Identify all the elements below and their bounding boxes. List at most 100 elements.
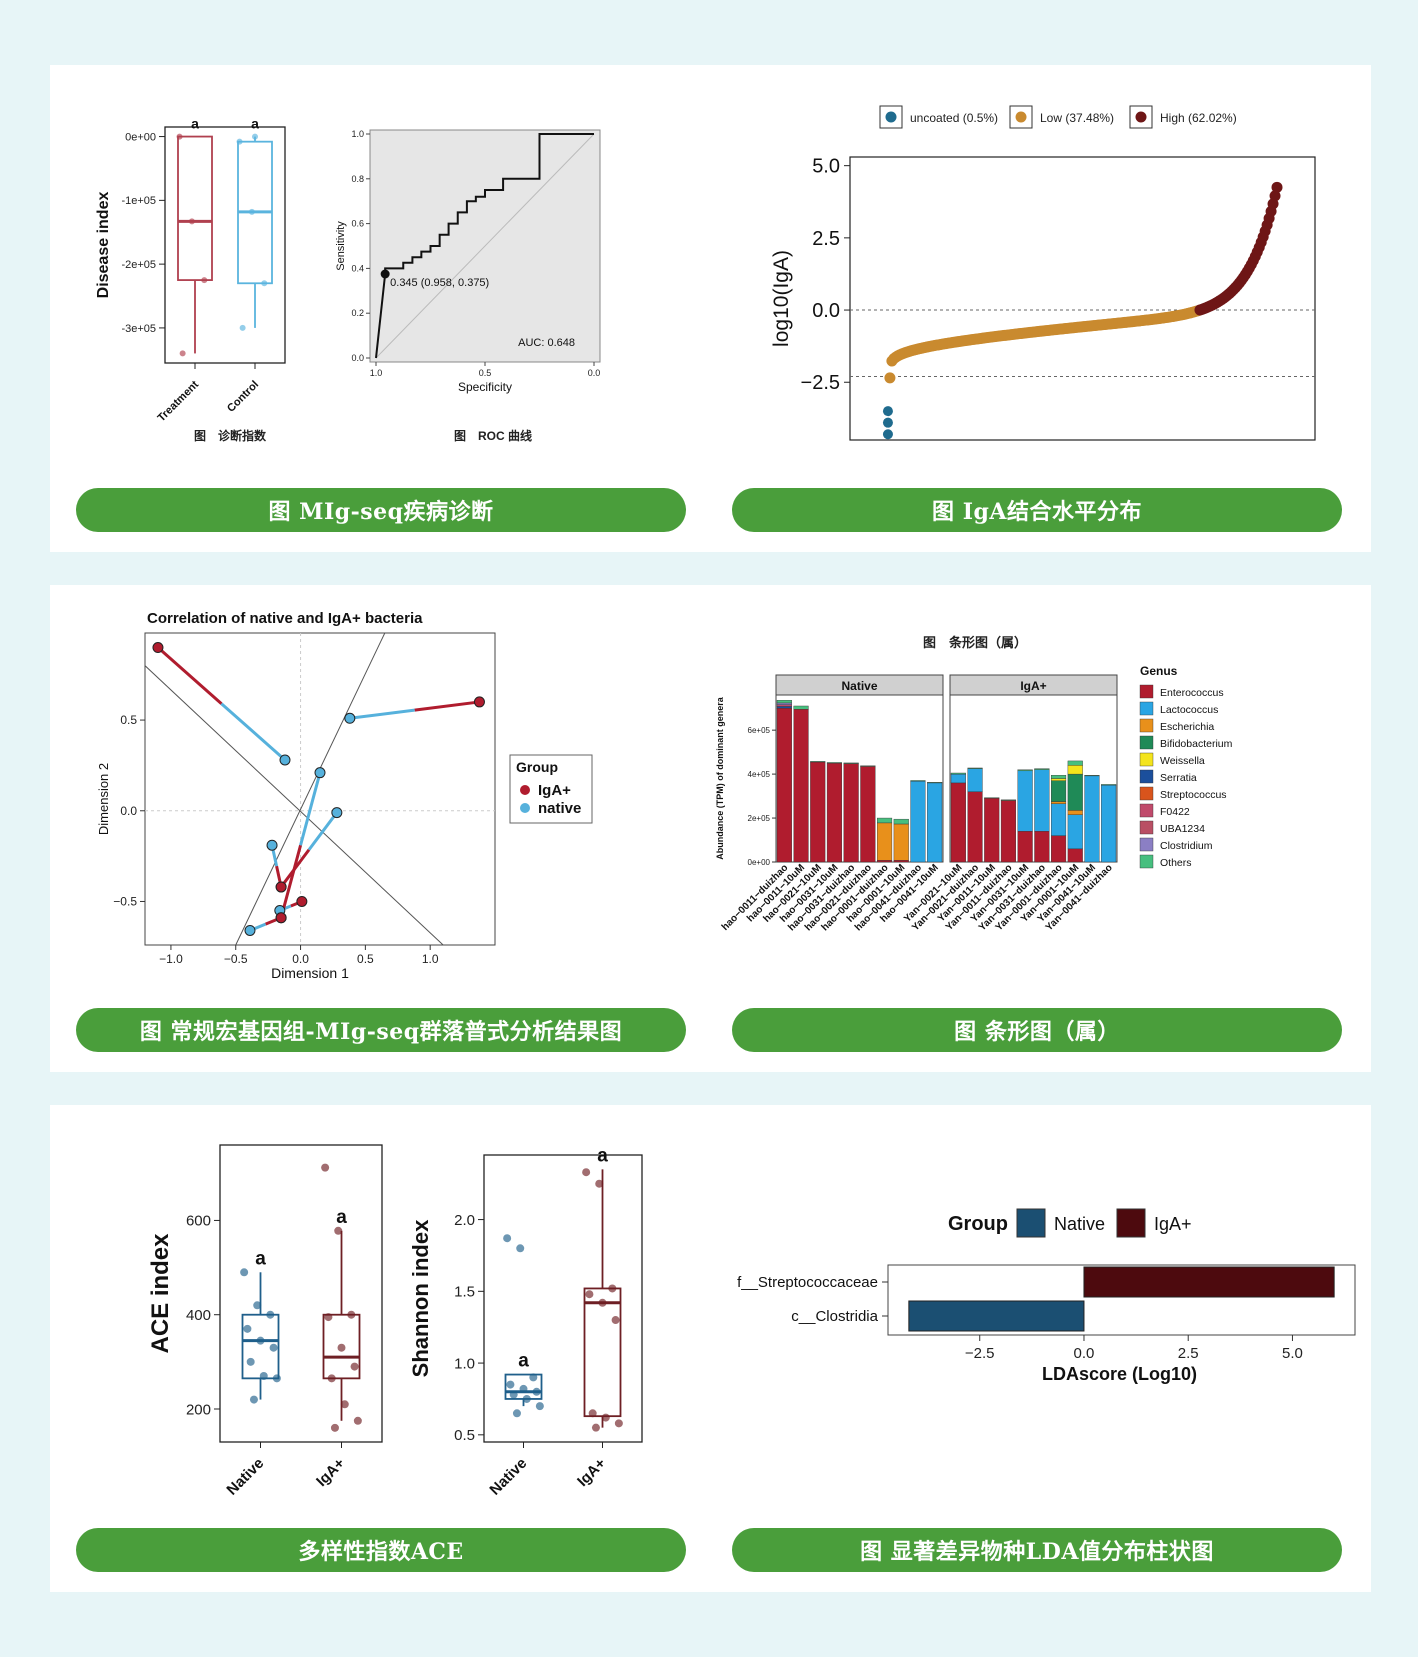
legend-label: F0422: [1160, 806, 1190, 818]
data-point: [334, 1226, 343, 1235]
x-tick-label: 1.0: [370, 368, 383, 378]
stacked-bar-segment: [910, 780, 926, 863]
y-tick-label: 0.0: [812, 300, 840, 322]
stacked-bar-segment: [950, 772, 966, 775]
y-tick-label: 2.0: [454, 1212, 475, 1229]
legend-title: Group: [948, 1213, 1008, 1235]
x-tick-label: 5.0: [1282, 1345, 1303, 1362]
data-point: [882, 417, 893, 428]
stacked-bar-segment: [1017, 769, 1033, 772]
iga-point: [296, 895, 308, 907]
stacked-bar-segment: [1101, 784, 1117, 786]
stacked-bar-segment: [893, 823, 909, 861]
stacked-bar-segment: [776, 702, 792, 705]
legend-label: Others: [1160, 857, 1192, 869]
stacked-bar-segment: [1051, 775, 1067, 779]
x-tick-label: Native: [223, 1455, 267, 1499]
y-tick-label: 0.5: [120, 713, 137, 727]
stacked-bar-segment: [1084, 775, 1100, 863]
y-tick-label: 0.2: [351, 308, 364, 318]
stacked-bar-segment: [1067, 765, 1083, 775]
y-tick-label: -1e+05: [121, 195, 156, 207]
stacked-bar-segment: [910, 780, 926, 782]
stacked-bar-segment: [1067, 810, 1083, 815]
y-axis-label: log10(IgA): [770, 250, 793, 347]
legend-label: UBA1234: [1160, 823, 1205, 835]
x-tick-label: 0.0: [588, 368, 601, 378]
stacked-bar-segment: [1067, 848, 1083, 863]
y-tick-label: 0.0: [351, 353, 364, 363]
y-tick-label: 0.8: [351, 174, 364, 184]
x-tick-label: Control: [225, 379, 261, 415]
data-point: [1269, 190, 1281, 202]
x-tick-label: −0.5: [224, 952, 248, 966]
stacked-bar-segment: [927, 782, 943, 863]
x-tick-label: Native: [486, 1455, 530, 1499]
iga-distribution-chart: uncoated (0.5%) Low (37.48%) High (62.02%)…: [750, 105, 1320, 505]
stacked-bar-segment: [950, 782, 966, 863]
y-axis-label: ACE index: [147, 1233, 174, 1354]
stacked-bar-segment: [793, 709, 809, 863]
threshold-label: 0.345 (0.958, 0.375): [390, 277, 489, 289]
lda-bar: [1083, 1266, 1335, 1298]
stacked-bar-segment: [967, 791, 983, 863]
x-axis-label: LDAscore (Log10): [1042, 1364, 1197, 1384]
data-point: [512, 1409, 521, 1418]
legend-label: Lactococcus: [1160, 704, 1218, 716]
data-point: [598, 1298, 607, 1307]
data-point: [611, 1316, 620, 1325]
legend-key-dot: [520, 803, 530, 813]
procrustes-svg: Correlation of native and IgA+ bacteria −…: [96, 610, 593, 981]
box-iqr: [241, 1313, 280, 1380]
legend-key: [1139, 769, 1154, 784]
stacked-bar-segment: [1034, 769, 1050, 832]
y-axis-label: Sensitivity: [335, 221, 347, 271]
y-tick-label: 0.5: [454, 1427, 475, 1444]
data-point: [176, 133, 183, 140]
data-point: [324, 1313, 333, 1322]
data-point: [240, 1268, 249, 1277]
shannon-index-chart: 0.5 1.0 1.5 2.0 Shannon index a Native a IgA+: [400, 1130, 700, 1520]
data-point: [253, 1301, 262, 1310]
data-point: [535, 1402, 544, 1411]
significance-letter: a: [255, 1248, 266, 1269]
stacked-bar-segment: [1000, 799, 1017, 801]
data-point: [585, 1290, 594, 1299]
data-point: [236, 138, 243, 145]
stacked-bar-segment: [810, 761, 826, 863]
data-point: [519, 1384, 528, 1393]
significance-letter: a: [336, 1207, 347, 1228]
data-point: [882, 406, 893, 417]
iga-point: [473, 696, 485, 708]
lda-bar: [908, 1300, 1085, 1332]
stacked-bar-segment: [1067, 773, 1083, 811]
box-iqr: [177, 135, 213, 281]
x-tick-label: Treatment: [155, 378, 201, 424]
data-point: [522, 1394, 531, 1403]
caption-iga-binding: 图 IgA结合水平分布: [732, 488, 1342, 532]
legend-key: [1139, 684, 1154, 699]
x-axis-label: Dimension 1: [271, 965, 349, 981]
y-axis-label: Abundance (TPM) of dominant genera: [715, 696, 725, 859]
legend-title: Group: [516, 759, 558, 775]
data-point: [272, 1374, 281, 1383]
stacked-bar-segment: [843, 763, 859, 863]
data-point: [179, 350, 186, 357]
stacked-bar-segment: [793, 705, 809, 710]
chart-title: 图 条形图（属）: [923, 635, 1027, 650]
legend-label: Streptococcus: [1160, 789, 1227, 801]
native-point: [244, 924, 256, 936]
genus-bar-svg: 图 条形图（属） Native IgA+ 0e+00 2e+05 4e+05 6e+05 Ab…: [715, 635, 1233, 933]
ace-box-svg: 200 400 600 ACE index a Native a IgA+: [147, 1144, 383, 1499]
data-point: [582, 1168, 591, 1177]
plot-frame: [849, 156, 1316, 441]
shannon-box-svg: 0.5 1.0 1.5 2.0 Shannon index a Native a IgA+: [408, 1145, 643, 1499]
legend-key: [1139, 735, 1154, 750]
stacked-bar-segment: [950, 773, 966, 784]
data-point: [321, 1163, 330, 1172]
legend-label: Weissella: [1160, 755, 1205, 767]
pair-segment-native: [299, 772, 322, 846]
data-point: [239, 324, 246, 331]
stacked-bar-segment: [826, 762, 842, 863]
stacked-bar-segment: [1000, 800, 1017, 863]
